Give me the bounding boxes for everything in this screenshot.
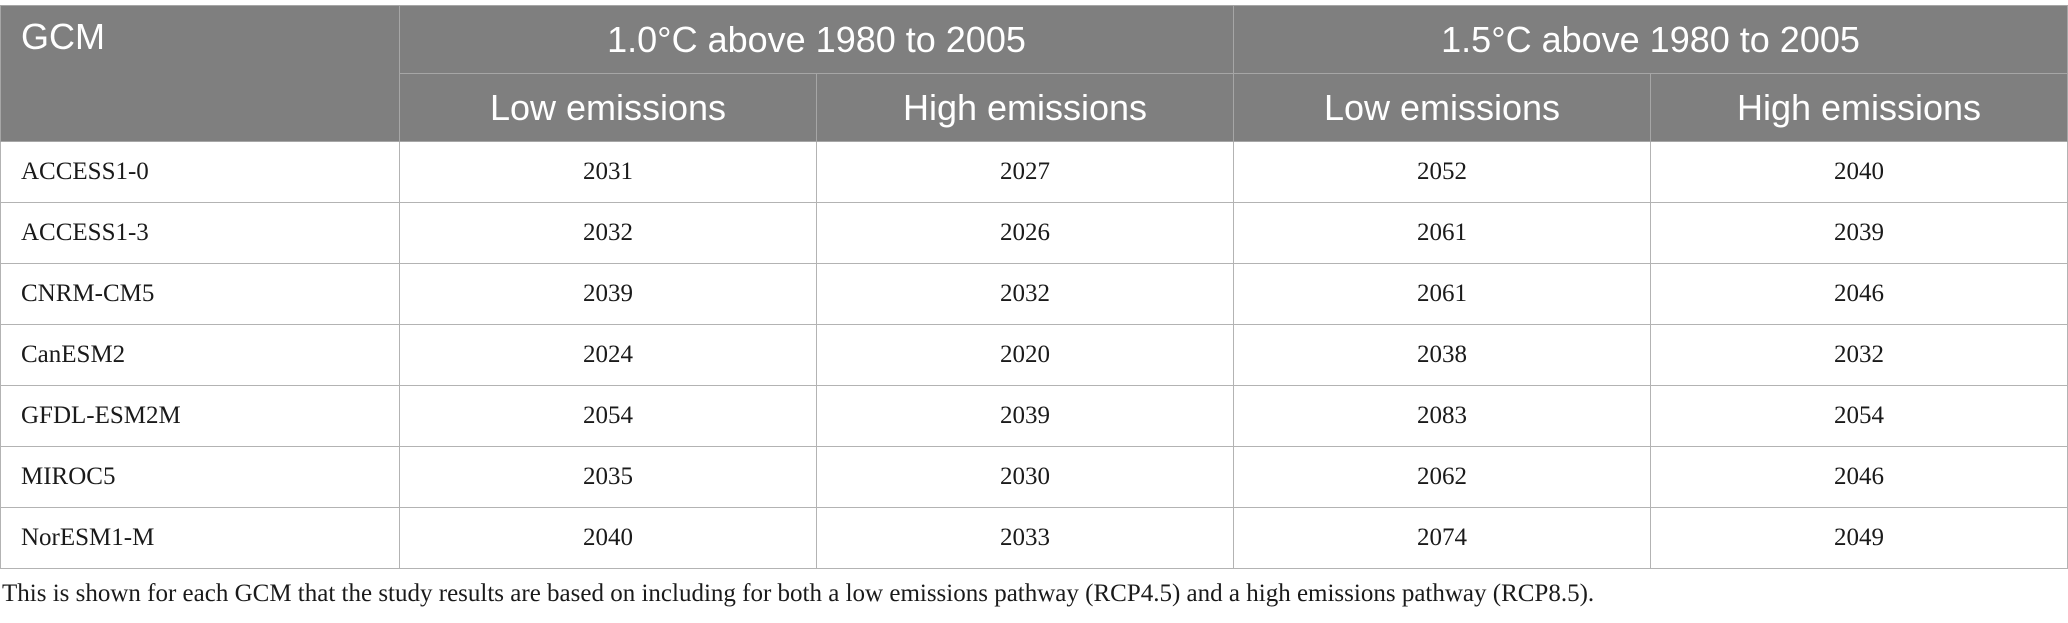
table-header: GCM 1.0°C above 1980 to 2005 1.5°C above… — [0, 5, 2068, 142]
year-cell: 2054 — [1650, 385, 2068, 447]
year-cell: 2052 — [1233, 141, 1652, 203]
group-header-1-0c: 1.0°C above 1980 to 2005 — [398, 5, 1235, 74]
year-cell: 2049 — [1650, 507, 2068, 569]
year-cell: 2039 — [1650, 202, 2068, 264]
year-cell: 2030 — [815, 446, 1235, 508]
results-table: GCM 1.0°C above 1980 to 2005 1.5°C above… — [0, 5, 2068, 569]
year-cell: 2020 — [815, 324, 1235, 386]
table-body: ACCESS1-0 2031 2027 2052 2040 ACCESS1-3 … — [0, 141, 2068, 569]
year-cell: 2046 — [1650, 263, 2068, 325]
table-row: CanESM2 2024 2020 2038 2032 — [0, 324, 2068, 386]
year-cell: 2061 — [1233, 202, 1652, 264]
subheader-low-emissions: Low emissions — [1233, 73, 1652, 142]
year-cell: 2040 — [1650, 141, 2068, 203]
year-cell: 2038 — [1233, 324, 1652, 386]
year-cell: 2027 — [815, 141, 1235, 203]
header-row-groups: GCM 1.0°C above 1980 to 2005 1.5°C above… — [0, 5, 2068, 142]
year-cell: 2074 — [1233, 507, 1652, 569]
table-row: ACCESS1-0 2031 2027 2052 2040 — [0, 141, 2068, 203]
gcm-name-cell: CanESM2 — [0, 324, 400, 386]
year-cell: 2039 — [815, 385, 1235, 447]
table-row: CNRM-CM5 2039 2032 2061 2046 — [0, 263, 2068, 325]
gcm-column-header: GCM — [0, 5, 400, 142]
year-cell: 2031 — [399, 141, 817, 203]
gcm-name-cell: ACCESS1-0 — [0, 141, 400, 203]
year-cell: 2083 — [1233, 385, 1652, 447]
gcm-name-cell: ACCESS1-3 — [0, 202, 400, 264]
year-cell: 2062 — [1233, 446, 1652, 508]
year-cell: 2039 — [399, 263, 817, 325]
year-cell: 2024 — [399, 324, 817, 386]
subheader-high-emissions: High emissions — [815, 73, 1235, 142]
year-cell: 2032 — [1650, 324, 2068, 386]
year-cell: 2046 — [1650, 446, 2068, 508]
year-cell: 2026 — [815, 202, 1235, 264]
year-cell: 2032 — [815, 263, 1235, 325]
year-cell: 2040 — [399, 507, 817, 569]
table-row: ACCESS1-3 2032 2026 2061 2039 — [0, 202, 2068, 264]
gcm-name-cell: NorESM1-M — [0, 507, 400, 569]
gcm-name-cell: MIROC5 — [0, 446, 400, 508]
subheader-low-emissions: Low emissions — [399, 73, 817, 142]
table-row: NorESM1-M 2040 2033 2074 2049 — [0, 507, 2068, 569]
year-cell: 2061 — [1233, 263, 1652, 325]
header-row-scenarios: Low emissions High emissions Low emissio… — [1, 73, 2068, 142]
table-row: MIROC5 2035 2030 2062 2046 — [0, 446, 2068, 508]
subheader-high-emissions: High emissions — [1650, 73, 2068, 142]
year-cell: 2032 — [399, 202, 817, 264]
gcm-name-cell: GFDL-ESM2M — [0, 385, 400, 447]
gcm-name-cell: CNRM-CM5 — [0, 263, 400, 325]
table-row: GFDL-ESM2M 2054 2039 2083 2054 — [0, 385, 2068, 447]
table-footnote: This is shown for each GCM that the stud… — [2, 580, 1595, 607]
group-header-1-5c: 1.5°C above 1980 to 2005 — [1233, 5, 2068, 74]
year-cell: 2035 — [399, 446, 817, 508]
year-cell: 2054 — [399, 385, 817, 447]
year-cell: 2033 — [815, 507, 1235, 569]
